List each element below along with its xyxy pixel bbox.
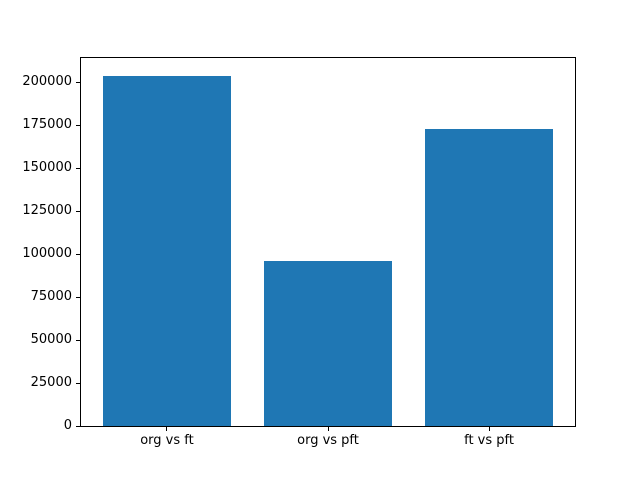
y-tick-mark: [76, 124, 80, 126]
x-tick-mark: [488, 427, 490, 431]
y-tick-label: 175000: [22, 117, 72, 133]
x-tick-label: org vs pft: [297, 433, 359, 448]
bar-org-vs-ft: [102, 75, 232, 426]
y-tick-label: 75000: [30, 289, 72, 305]
bar-ft-vs-pft: [424, 128, 554, 426]
y-tick-label: 200000: [22, 74, 72, 90]
y-tick-mark: [76, 425, 80, 427]
y-tick-label: 0: [63, 418, 72, 433]
y-tick-mark: [76, 253, 80, 255]
y-tick-mark: [76, 296, 80, 298]
x-tick-mark: [166, 427, 168, 431]
y-tick-mark: [76, 339, 80, 341]
x-tick-mark: [327, 427, 329, 431]
y-tick-label: 50000: [30, 332, 72, 348]
y-tick-mark: [76, 167, 80, 169]
y-tick-mark: [76, 382, 80, 384]
bar-org-vs-pft: [263, 261, 393, 426]
x-tick-label: org vs ft: [140, 433, 194, 448]
y-tick-mark: [76, 210, 80, 212]
x-tick-label: ft vs pft: [464, 433, 514, 448]
y-tick-label: 150000: [22, 160, 72, 176]
y-tick-label: 100000: [22, 246, 72, 262]
y-tick-label: 25000: [30, 375, 72, 391]
y-tick-mark: [76, 81, 80, 83]
y-tick-label: 125000: [22, 203, 72, 219]
